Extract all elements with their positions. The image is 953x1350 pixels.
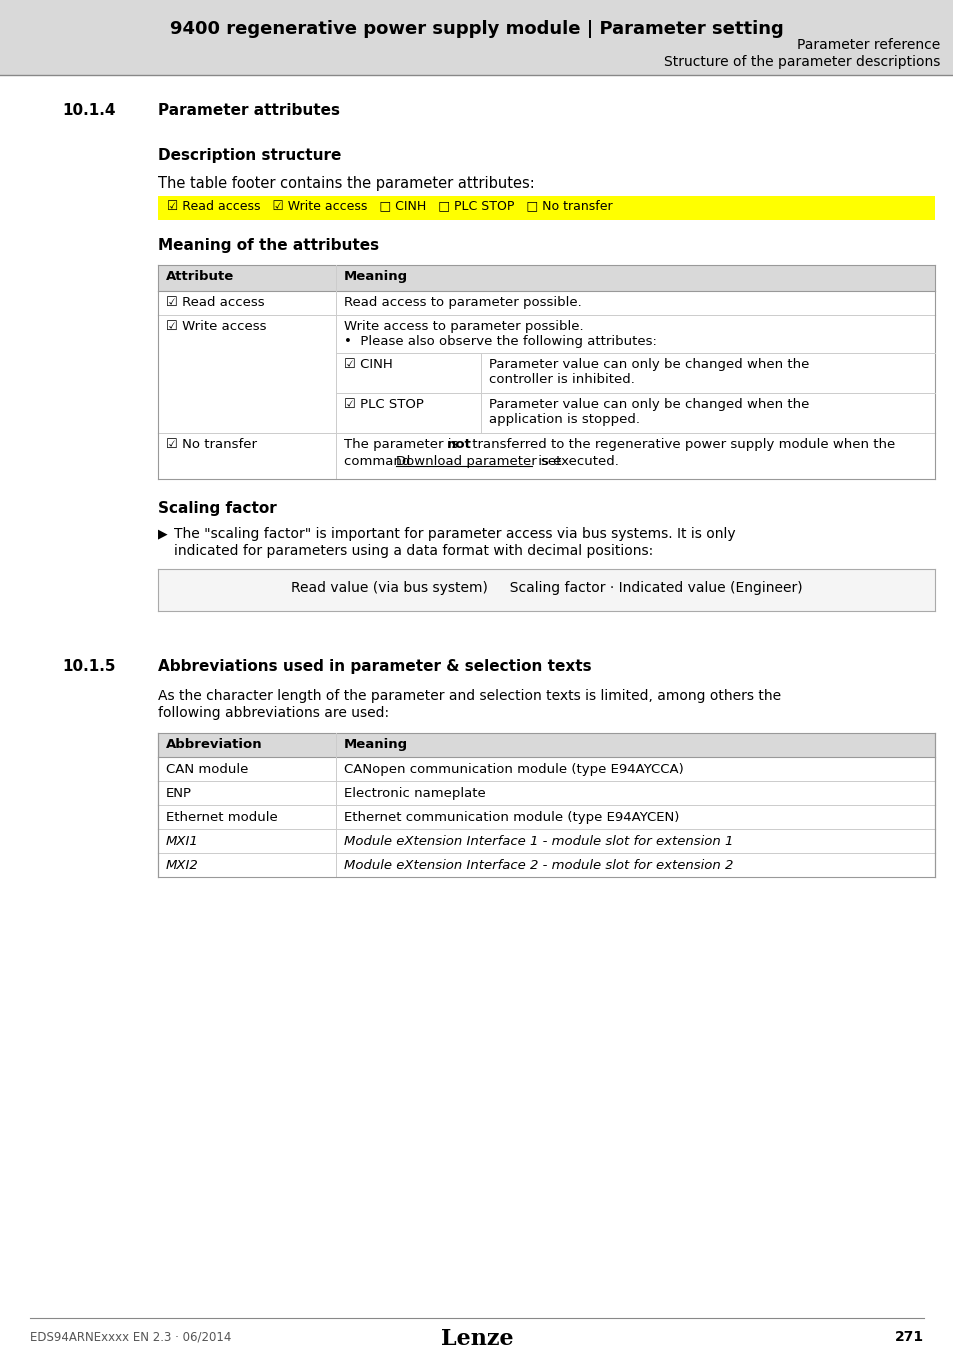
Text: Read value (via bus system)     Scaling factor · Indicated value (Engineer): Read value (via bus system) Scaling fact… <box>291 580 801 595</box>
Text: Meaning: Meaning <box>344 270 408 284</box>
Text: Attribute: Attribute <box>166 270 234 284</box>
Text: Ethernet communication module (type E94AYCEN): Ethernet communication module (type E94A… <box>344 811 679 824</box>
Bar <box>158 196 934 220</box>
Text: ☑ CINH: ☑ CINH <box>344 358 393 371</box>
Text: Abbreviations used in parameter & selection texts: Abbreviations used in parameter & select… <box>158 659 591 674</box>
Bar <box>158 568 934 612</box>
Text: MXI2: MXI2 <box>166 859 198 872</box>
Text: not: not <box>447 437 472 451</box>
Text: The parameter is: The parameter is <box>344 437 462 451</box>
Text: following abbreviations are used:: following abbreviations are used: <box>158 706 389 720</box>
Text: Parameter value can only be changed when the
application is stopped.: Parameter value can only be changed when… <box>489 398 808 427</box>
Text: ☑ No transfer: ☑ No transfer <box>166 437 256 451</box>
Text: transferred to the regenerative power supply module when the: transferred to the regenerative power su… <box>468 437 894 451</box>
Text: EDS94ARNExxxx EN 2.3 · 06/2014: EDS94ARNExxxx EN 2.3 · 06/2014 <box>30 1330 232 1343</box>
Bar <box>158 733 934 757</box>
Text: 271: 271 <box>894 1330 923 1345</box>
Text: Ethernet module: Ethernet module <box>166 811 277 824</box>
Text: command: command <box>344 455 415 468</box>
Text: ☑ PLC STOP: ☑ PLC STOP <box>344 398 423 410</box>
Text: Meaning: Meaning <box>344 738 408 751</box>
Text: The table footer contains the parameter attributes:: The table footer contains the parameter … <box>158 176 535 190</box>
Text: Meaning of the attributes: Meaning of the attributes <box>158 238 378 252</box>
Text: Abbreviation: Abbreviation <box>166 738 262 751</box>
Text: ENP: ENP <box>166 787 192 801</box>
Text: 9400 regenerative power supply module | Parameter setting: 9400 regenerative power supply module | … <box>170 20 783 38</box>
Text: MXI1: MXI1 <box>166 836 198 848</box>
Text: Module eXtension Interface 1 - module slot for extension 1: Module eXtension Interface 1 - module sl… <box>344 836 733 848</box>
Text: Module eXtension Interface 2 - module slot for extension 2: Module eXtension Interface 2 - module sl… <box>344 859 733 872</box>
Text: Read access to parameter possible.: Read access to parameter possible. <box>344 296 581 309</box>
Text: CANopen communication module (type E94AYCCA): CANopen communication module (type E94AY… <box>344 763 683 776</box>
Text: indicated for parameters using a data format with decimal positions:: indicated for parameters using a data fo… <box>173 544 653 558</box>
Text: Write access to parameter possible.: Write access to parameter possible. <box>344 320 583 333</box>
Text: As the character length of the parameter and selection texts is limited, among o: As the character length of the parameter… <box>158 688 781 703</box>
Text: ☑ Read access: ☑ Read access <box>166 296 264 309</box>
Text: Parameter attributes: Parameter attributes <box>158 103 339 117</box>
Text: ☑ Read access   ☑ Write access   □ CINH   □ PLC STOP   □ No transfer: ☑ Read access ☑ Write access □ CINH □ PL… <box>167 198 612 212</box>
Text: The "scaling factor" is important for parameter access via bus systems. It is on: The "scaling factor" is important for pa… <box>173 526 735 541</box>
Bar <box>158 265 934 292</box>
Text: Scaling factor: Scaling factor <box>158 501 276 516</box>
Text: Electronic nameplate: Electronic nameplate <box>344 787 485 801</box>
Text: •  Please also observe the following attributes:: • Please also observe the following attr… <box>344 335 657 348</box>
Text: ☑ Write access: ☑ Write access <box>166 320 266 333</box>
Text: Parameter reference: Parameter reference <box>796 38 939 53</box>
Text: CAN module: CAN module <box>166 763 248 776</box>
Text: Parameter value can only be changed when the
controller is inhibited.: Parameter value can only be changed when… <box>489 358 808 386</box>
Text: Lenze: Lenze <box>440 1328 513 1350</box>
Text: Download parameter set: Download parameter set <box>395 455 560 468</box>
Text: ▶: ▶ <box>158 526 168 540</box>
Text: Description structure: Description structure <box>158 148 341 163</box>
Text: 10.1.5: 10.1.5 <box>62 659 115 674</box>
Text: 10.1.4: 10.1.4 <box>62 103 115 117</box>
Bar <box>0 0 953 76</box>
Text: Structure of the parameter descriptions: Structure of the parameter descriptions <box>663 55 939 69</box>
Text: is executed.: is executed. <box>534 455 618 468</box>
